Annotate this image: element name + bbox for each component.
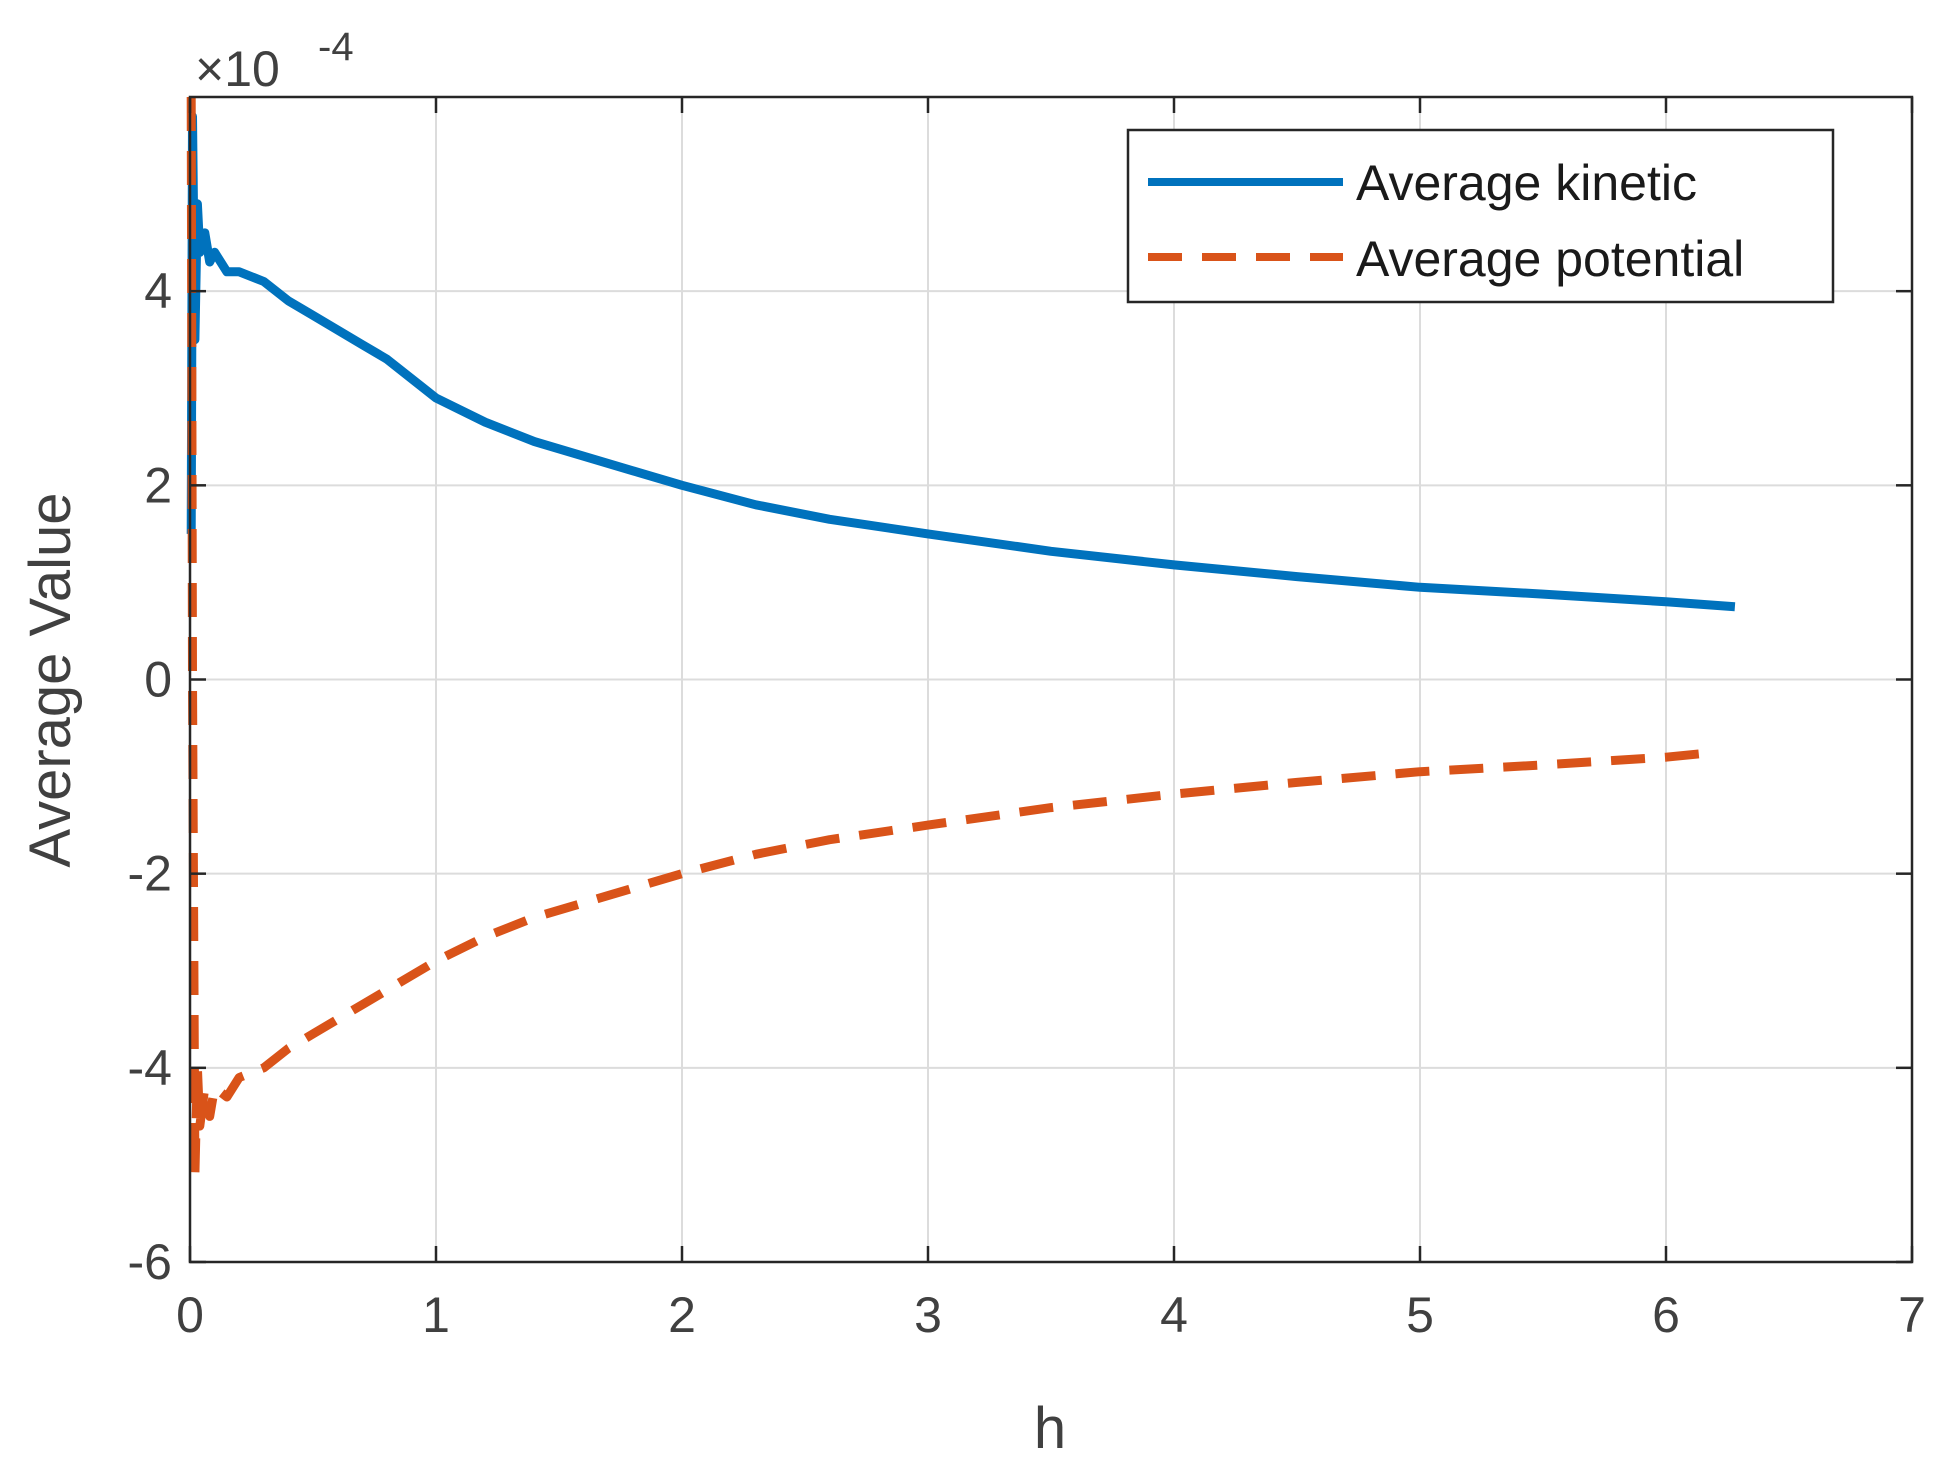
y-tick-label: 4 xyxy=(144,263,172,319)
x-tick-labels: 0 1 2 3 4 5 6 7 xyxy=(176,1287,1926,1343)
series-line-potential xyxy=(186,96,1716,1180)
legend: Average kinetic Average potential xyxy=(1126,128,1835,304)
exponent-base: ×10 xyxy=(195,41,280,97)
legend-box xyxy=(1126,128,1835,304)
y-tick-label: -2 xyxy=(128,846,172,902)
exponent-power: -4 xyxy=(318,25,354,69)
x-tick-label: 0 xyxy=(176,1287,204,1343)
x-tick-label: 6 xyxy=(1652,1287,1680,1343)
x-tick-label: 4 xyxy=(1160,1287,1188,1343)
series-line-kinetic xyxy=(186,111,1736,612)
x-tick-label: 3 xyxy=(914,1287,942,1343)
y-tick-label: -4 xyxy=(128,1040,172,1096)
series-layer xyxy=(186,96,1736,1180)
axis-ticks xyxy=(188,97,1914,1264)
y-tick-label: -6 xyxy=(128,1234,172,1290)
x-tick-label: 2 xyxy=(668,1287,696,1343)
y-tick-label: 0 xyxy=(144,652,172,708)
y-tick-labels: -6 -4 -2 0 2 4 xyxy=(128,263,172,1290)
y-tick-label: 2 xyxy=(144,457,172,513)
x-axis-title: h xyxy=(1034,1396,1066,1460)
y-axis-title: Average Value xyxy=(18,492,83,867)
legend-label-potential: Average potential xyxy=(1356,231,1744,287)
x-tick-label: 5 xyxy=(1406,1287,1434,1343)
x-tick-label: 7 xyxy=(1898,1287,1926,1343)
exponent-label: ×10 -4 xyxy=(195,25,354,97)
x-tick-label: 1 xyxy=(422,1287,450,1343)
legend-label-kinetic: Average kinetic xyxy=(1356,155,1697,211)
